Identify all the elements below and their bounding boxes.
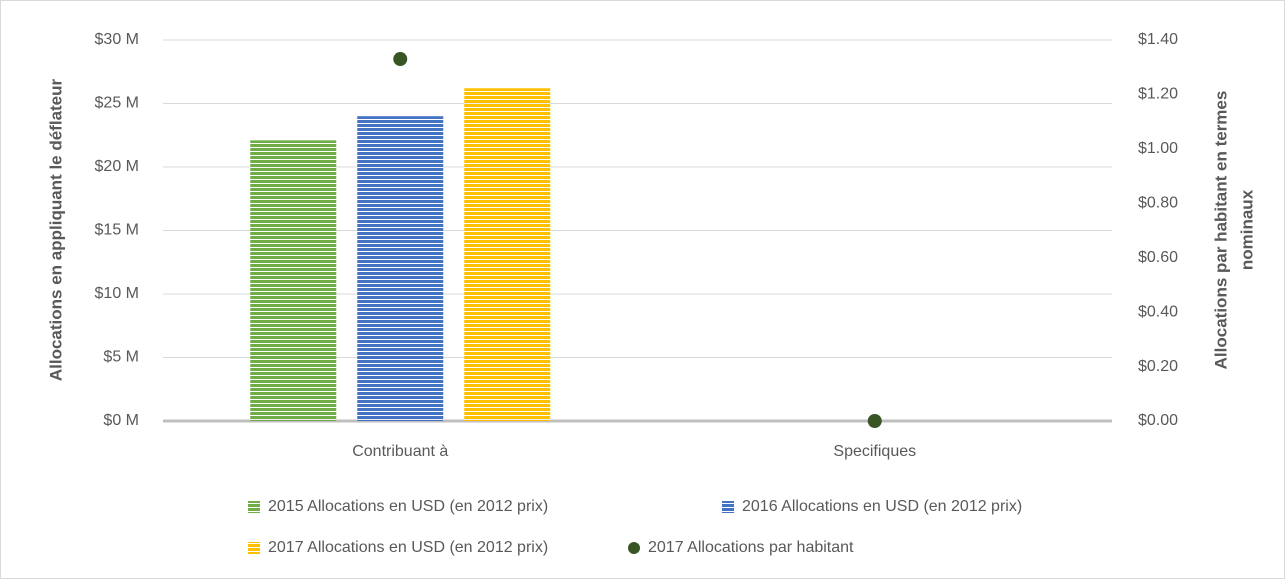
y2-axis-title: Allocations par habitant en termes [1211,91,1230,370]
x-tick-label: Contribuant à [352,443,448,460]
legend-marker [248,542,260,554]
y-tick-label: $0 M [103,412,139,429]
legend-label: 2017 Allocations par habitant [648,539,854,556]
scatter-point [393,52,408,67]
legend-label: 2017 Allocations en USD (en 2012 prix) [268,539,548,556]
y-axis-title: Allocations en appliquant le déflateur [46,78,65,381]
y-tick-label: $10 M [95,285,139,302]
y-tick-label: $20 M [95,158,139,175]
legend-marker [628,542,640,554]
legend-marker [722,501,734,513]
y2-tick-label: $0.60 [1138,249,1178,266]
y2-tick-label: $0.20 [1138,358,1178,375]
bar [464,88,551,421]
y-tick-label: $25 M [95,95,139,112]
y2-tick-label: $1.40 [1138,31,1178,48]
y2-tick-label: $1.20 [1138,86,1178,103]
y2-tick-label: $0.80 [1138,195,1178,212]
legend-marker [248,501,260,513]
bar [250,140,337,421]
y-tick-label: $30 M [95,31,139,48]
x-tick-label: Specifiques [833,443,916,460]
y2-tick-label: $0.40 [1138,303,1178,320]
legend-label: 2016 Allocations en USD (en 2012 prix) [742,498,1022,515]
bar [357,116,444,421]
scatter-point [867,414,882,428]
y-tick-label: $15 M [95,222,139,239]
legend-label: 2015 Allocations en USD (en 2012 prix) [268,498,548,515]
y2-axis-title: nominaux [1237,189,1256,270]
y-tick-label: $5 M [103,349,139,366]
y2-tick-label: $1.00 [1138,140,1178,157]
y2-tick-label: $0.00 [1138,412,1178,429]
